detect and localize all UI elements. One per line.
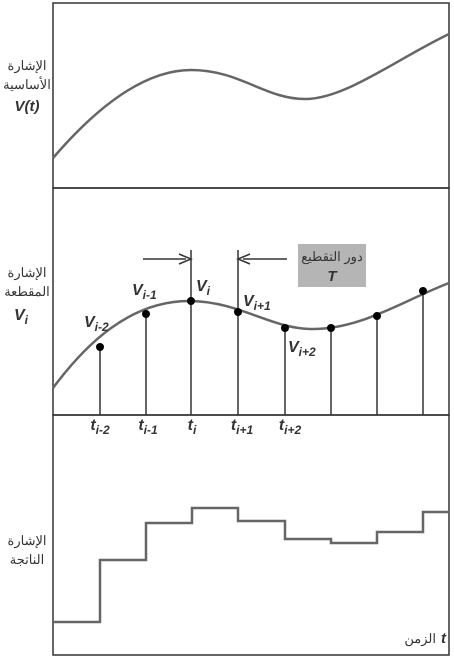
basic-symbol: V(t) — [15, 98, 40, 115]
basic-label-line2: الأساسية — [3, 76, 51, 92]
basic-signal-panel — [52, 2, 450, 189]
basic-signal-curve — [52, 32, 450, 159]
value-label: Vi+1 — [243, 293, 271, 313]
value-label: Vi-1 — [132, 282, 157, 302]
time-axis-label: الزمن t — [404, 630, 447, 647]
time-label: ti-2 — [90, 417, 110, 437]
chop-period-label: دور التقطيع — [301, 249, 363, 265]
sampled-symbol: Vi — [14, 307, 29, 327]
sampled-label-line1: الإشارة — [8, 265, 47, 281]
value-label: Vi+2 — [288, 339, 316, 359]
period-arrow-right-head — [236, 253, 251, 265]
output-step-signal — [53, 506, 449, 624]
time-label: ti-1 — [138, 417, 158, 437]
time-label: ti+1 — [231, 417, 254, 437]
sample-point — [234, 308, 242, 316]
sample-point — [327, 324, 335, 332]
sample-point — [373, 312, 381, 320]
chop-period-box — [298, 244, 366, 287]
sample-point — [142, 310, 150, 318]
basic-label-line1: الإشارة — [8, 58, 47, 74]
output-label-line2: الناتجة — [10, 552, 44, 567]
sample-point — [187, 297, 195, 305]
sample-point — [96, 343, 104, 351]
sample-point — [281, 324, 289, 332]
time-label: ti+2 — [279, 417, 302, 437]
time-label: ti — [188, 417, 197, 437]
output-signal-panel — [52, 414, 450, 656]
value-label: Vi — [196, 278, 211, 298]
period-arrow-left-head — [178, 253, 193, 265]
sampled-label-line2: المقطعة — [4, 284, 50, 299]
output-label-line1: الإشارة — [8, 533, 47, 549]
sample-point — [419, 287, 427, 295]
value-label: Vi-2 — [84, 314, 109, 334]
chop-period-symbol: T — [327, 268, 338, 285]
